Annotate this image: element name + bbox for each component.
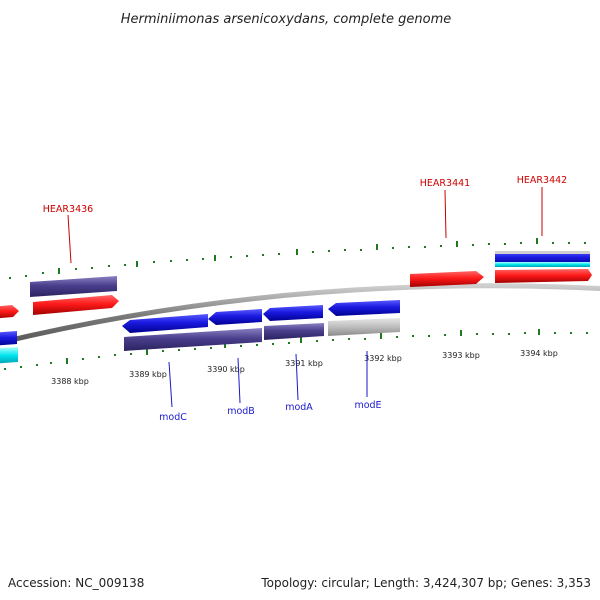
leader-modB: [237, 357, 241, 404]
gene-arrow-modA[interactable]: [263, 305, 323, 321]
leader-modC: [168, 361, 173, 408]
cds-bar-modA[interactable]: [264, 323, 324, 340]
gene-arrow-modE[interactable]: [328, 300, 400, 316]
hear3436-features: [30, 276, 119, 315]
right-features: [410, 251, 592, 287]
accession-text: Accession: NC_009138: [8, 576, 144, 590]
left-edge-features: [0, 305, 19, 364]
leader-hear3436: [67, 214, 72, 264]
gene-arrow-hear3441[interactable]: [410, 271, 484, 287]
gene-arrow-modB[interactable]: [208, 309, 262, 325]
scale-label-3391: 3391 kbp: [285, 359, 323, 368]
gene-arrow-modC[interactable]: [122, 314, 208, 333]
scale-label-3392: 3392 kbp: [364, 354, 402, 363]
leader-lines: [67, 187, 543, 408]
gene-label-modE[interactable]: modE: [354, 400, 381, 411]
cds-bar-modC-modB[interactable]: [124, 328, 262, 351]
leader-modA: [295, 353, 299, 401]
scale-label-3390: 3390 kbp: [207, 365, 245, 374]
genome-summary-text: Topology: circular; Length: 3,424,307 bp…: [260, 576, 591, 590]
gene-label-modA[interactable]: modA: [285, 402, 313, 413]
upper-tick-row: [9, 238, 586, 279]
scale-labels: 3388 kbp 3389 kbp 3390 kbp 3391 kbp 3392…: [51, 349, 558, 386]
cds-bar-hear3436[interactable]: [30, 276, 117, 297]
rna-bar-hear3442[interactable]: [495, 262, 590, 267]
gene-arrow-hear3442[interactable]: [495, 269, 592, 283]
map-title: Herminiimonas arsenicoxydans, complete g…: [121, 12, 451, 27]
pseudo-line-hear3442: [495, 251, 590, 254]
gene-arrow-hear3436[interactable]: [33, 295, 119, 315]
gene-label-modB[interactable]: modB: [227, 406, 255, 417]
pseudo-bar-modE[interactable]: [328, 318, 400, 336]
genome-backbone: [0, 283, 600, 346]
mod-cds-track: [124, 318, 400, 351]
gene-label-hear3442[interactable]: HEAR3442: [517, 175, 567, 186]
mod-genes: [122, 300, 400, 333]
cds-bar[interactable]: [0, 331, 17, 346]
gene-label-hear3441[interactable]: HEAR3441: [420, 178, 470, 189]
gene-labels: HEAR3436 HEAR3441 HEAR3442 modC modB mod…: [43, 175, 567, 423]
gene-label-modC[interactable]: modC: [159, 412, 187, 423]
scale-label-3389: 3389 kbp: [129, 370, 167, 379]
lower-tick-row: [4, 329, 588, 370]
gene-arrow-forward[interactable]: [0, 305, 19, 319]
scale-label-3394: 3394 kbp: [520, 349, 558, 358]
gene-label-hear3436[interactable]: HEAR3436: [43, 204, 93, 215]
leader-hear3441: [444, 189, 447, 239]
rna-bar[interactable]: [0, 347, 18, 364]
cds-bar-hear3442[interactable]: [495, 251, 590, 265]
scale-label-3393: 3393 kbp: [442, 351, 480, 360]
scale-label-3388: 3388 kbp: [51, 377, 89, 386]
